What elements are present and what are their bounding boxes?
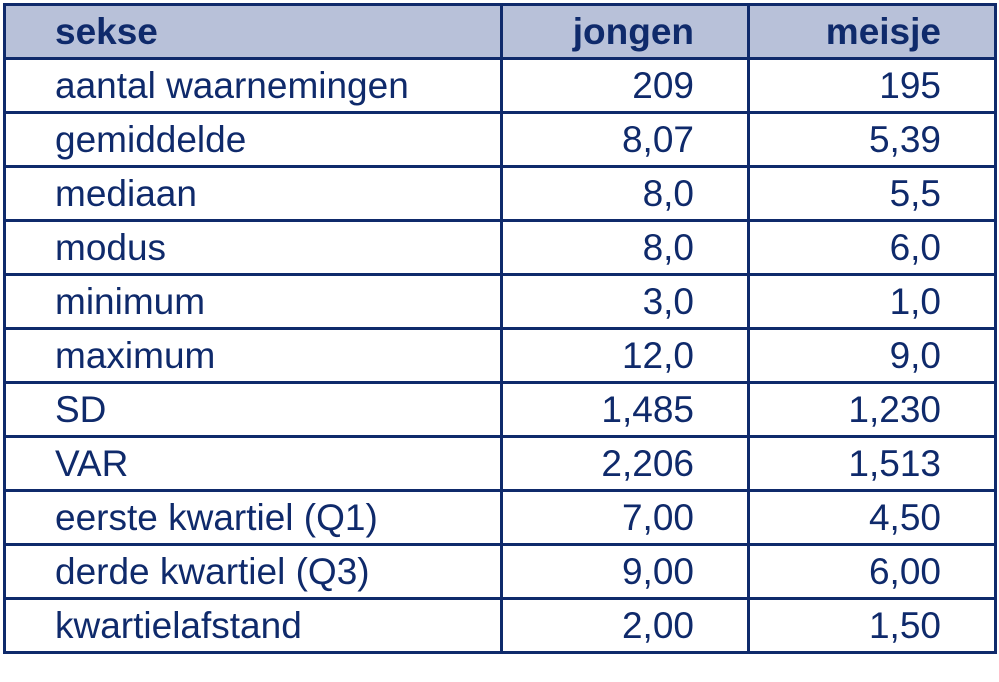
- table-row: minimum 3,0 1,0: [3, 273, 997, 330]
- value-meisje: 1,0: [747, 273, 997, 330]
- value-meisje: 4,50: [747, 489, 997, 546]
- row-label: mediaan: [3, 165, 503, 222]
- value-meisje: 9,0: [747, 327, 997, 384]
- table-row: modus 8,0 6,0: [3, 219, 997, 276]
- header-row: sekse jongen meisje: [3, 3, 997, 60]
- value-jongen: 8,0: [500, 219, 750, 276]
- row-label: kwartielafstand: [3, 597, 503, 654]
- value-meisje: 5,5: [747, 165, 997, 222]
- table-row: gemiddelde 8,07 5,39: [3, 111, 997, 168]
- table-row: aantal waarnemingen 209 195: [3, 57, 997, 114]
- value-jongen: 2,206: [500, 435, 750, 492]
- value-jongen: 8,07: [500, 111, 750, 168]
- value-meisje: 6,0: [747, 219, 997, 276]
- value-meisje: 1,513: [747, 435, 997, 492]
- value-meisje: 1,230: [747, 381, 997, 438]
- value-jongen: 3,0: [500, 273, 750, 330]
- statistics-table: sekse jongen meisje aantal waarnemingen …: [3, 3, 997, 654]
- value-meisje: 195: [747, 57, 997, 114]
- table-row: kwartielafstand 2,00 1,50: [3, 597, 997, 654]
- header-meisje: meisje: [747, 3, 997, 60]
- value-jongen: 1,485: [500, 381, 750, 438]
- value-jongen: 9,00: [500, 543, 750, 600]
- row-label: maximum: [3, 327, 503, 384]
- table-row: maximum 12,0 9,0: [3, 327, 997, 384]
- row-label: SD: [3, 381, 503, 438]
- row-label: minimum: [3, 273, 503, 330]
- table-row: VAR 2,206 1,513: [3, 435, 997, 492]
- row-label: derde kwartiel (Q3): [3, 543, 503, 600]
- value-jongen: 12,0: [500, 327, 750, 384]
- table-row: mediaan 8,0 5,5: [3, 165, 997, 222]
- header-jongen: jongen: [500, 3, 750, 60]
- row-label: modus: [3, 219, 503, 276]
- value-jongen: 7,00: [500, 489, 750, 546]
- value-meisje: 5,39: [747, 111, 997, 168]
- value-meisje: 6,00: [747, 543, 997, 600]
- row-label: VAR: [3, 435, 503, 492]
- row-label: gemiddelde: [3, 111, 503, 168]
- value-jongen: 8,0: [500, 165, 750, 222]
- value-jongen: 209: [500, 57, 750, 114]
- value-jongen: 2,00: [500, 597, 750, 654]
- header-sekse: sekse: [3, 3, 503, 60]
- table-row: eerste kwartiel (Q1) 7,00 4,50: [3, 489, 997, 546]
- row-label: eerste kwartiel (Q1): [3, 489, 503, 546]
- row-label: aantal waarnemingen: [3, 57, 503, 114]
- value-meisje: 1,50: [747, 597, 997, 654]
- table-row: SD 1,485 1,230: [3, 381, 997, 438]
- table-row: derde kwartiel (Q3) 9,00 6,00: [3, 543, 997, 600]
